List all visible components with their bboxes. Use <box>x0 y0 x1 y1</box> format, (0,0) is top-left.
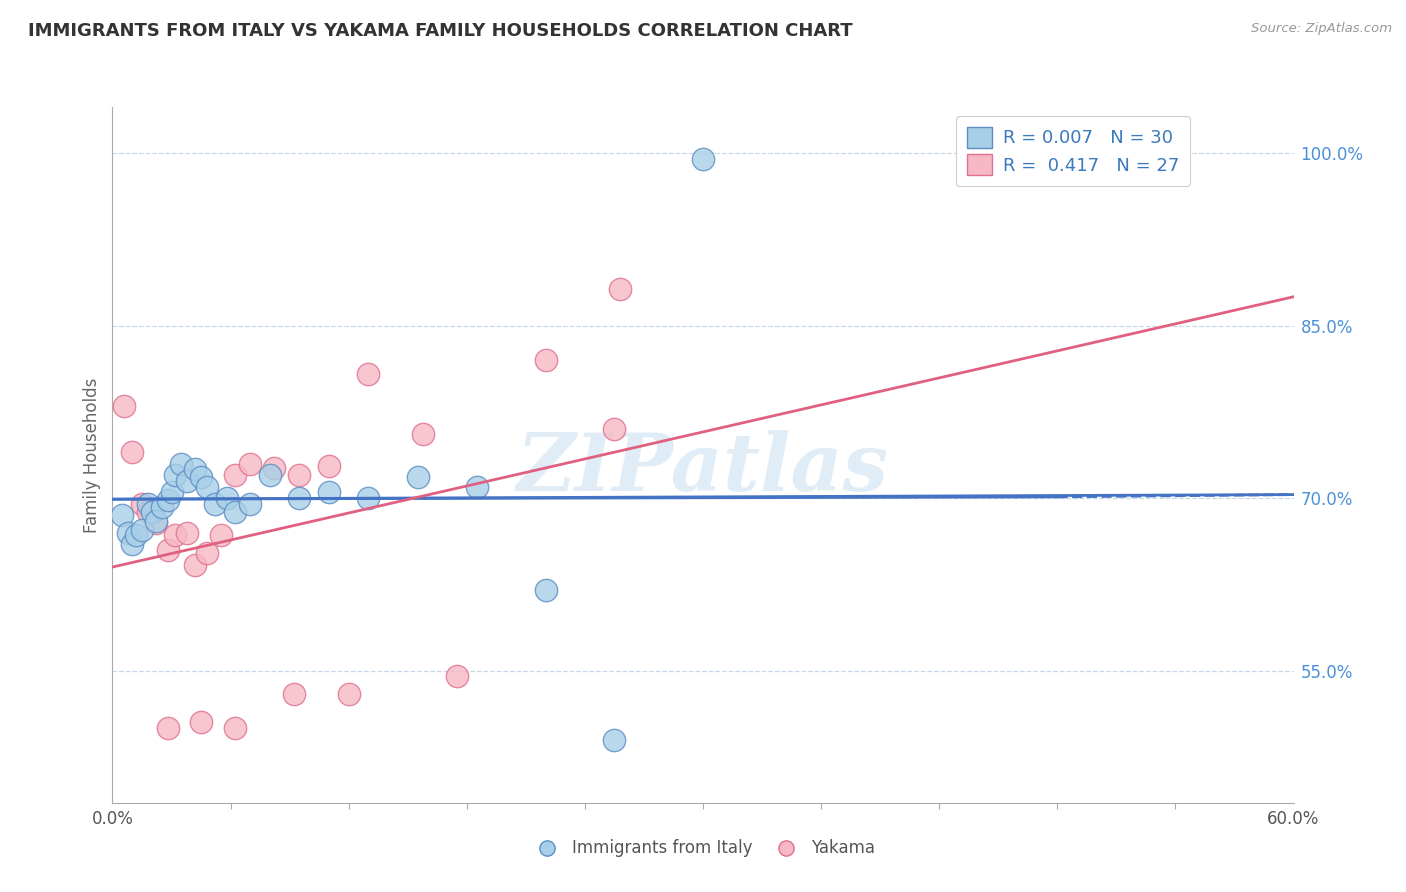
Point <box>145 514 167 528</box>
Point <box>357 491 380 505</box>
Point <box>176 525 198 540</box>
Point <box>224 721 246 735</box>
Point <box>121 537 143 551</box>
Point <box>125 528 148 542</box>
Point <box>259 468 281 483</box>
Point <box>318 458 340 473</box>
Point <box>160 485 183 500</box>
Point <box>603 422 626 436</box>
Text: ZIPatlas: ZIPatlas <box>517 430 889 508</box>
Point <box>117 525 139 540</box>
Point <box>215 491 238 505</box>
Point <box>692 152 714 166</box>
Point <box>239 497 262 511</box>
Point <box>534 353 557 368</box>
Point <box>318 485 340 500</box>
Point <box>406 470 429 484</box>
Point <box>534 582 557 597</box>
Point <box>609 282 631 296</box>
Point <box>337 687 360 701</box>
Point <box>195 479 218 493</box>
Point <box>446 669 468 683</box>
Y-axis label: Family Households: Family Households <box>83 377 101 533</box>
Point <box>131 497 153 511</box>
Point <box>224 505 246 519</box>
Point <box>141 505 163 519</box>
Text: Source: ZipAtlas.com: Source: ZipAtlas.com <box>1251 22 1392 36</box>
Point <box>239 457 262 471</box>
Legend: Immigrants from Italy, Yakama: Immigrants from Italy, Yakama <box>524 833 882 864</box>
Point <box>165 468 187 483</box>
Point <box>111 508 134 523</box>
Point <box>465 479 488 493</box>
Point <box>131 523 153 537</box>
Point <box>112 399 135 413</box>
Point <box>184 558 207 572</box>
Point <box>288 491 311 505</box>
Point <box>224 468 246 483</box>
Point <box>190 715 212 730</box>
Point <box>136 505 159 519</box>
Point <box>156 493 179 508</box>
Point <box>165 528 187 542</box>
Point <box>121 445 143 459</box>
Point <box>263 461 285 475</box>
Point <box>170 457 193 471</box>
Point <box>145 516 167 531</box>
Point <box>150 500 173 515</box>
Text: IMMIGRANTS FROM ITALY VS YAKAMA FAMILY HOUSEHOLDS CORRELATION CHART: IMMIGRANTS FROM ITALY VS YAKAMA FAMILY H… <box>28 22 853 40</box>
Point <box>176 474 198 488</box>
Point <box>184 462 207 476</box>
Point <box>190 470 212 484</box>
Point <box>288 468 311 483</box>
Point <box>156 542 179 557</box>
Point <box>136 497 159 511</box>
Point <box>204 497 226 511</box>
Point <box>156 721 179 735</box>
Point <box>412 426 434 441</box>
Point <box>195 546 218 560</box>
Point <box>603 732 626 747</box>
Point <box>209 528 232 542</box>
Point <box>283 687 305 701</box>
Point <box>357 367 380 381</box>
